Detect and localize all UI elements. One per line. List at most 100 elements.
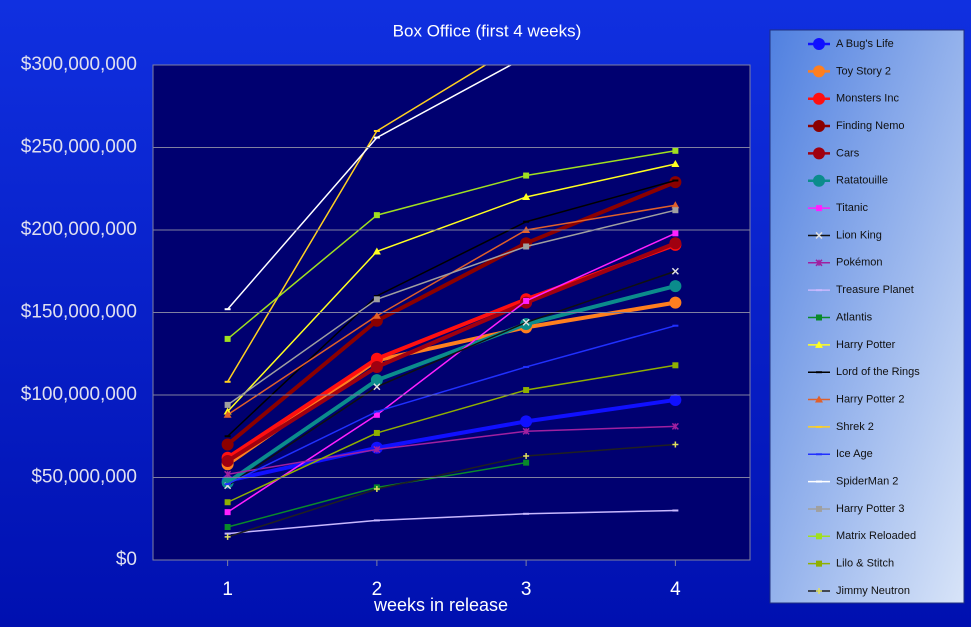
legend [769,29,965,604]
marker [815,259,823,267]
marker [816,314,822,321]
series-line [226,65,487,383]
marker [813,38,825,50]
marker [370,374,383,387]
legend-label: Finding Nemo [836,120,904,132]
marker [224,509,231,516]
y-tick-label: $300,000,000 [21,54,137,75]
marker [815,231,823,239]
series-line [227,163,676,413]
marker [373,411,380,418]
legend-label: Matrix Reloaded [836,530,916,542]
legend-label: Jimmy Neutron [836,585,910,597]
marker [373,383,381,391]
marker [523,453,530,460]
marker [523,243,530,250]
marker [224,470,232,478]
x-tick-label: 4 [670,579,681,600]
marker [221,438,234,451]
y-tick-label: $50,000,000 [31,467,137,488]
marker [373,486,380,493]
marker [522,427,530,435]
marker [816,205,822,212]
legend-label: Ratatouille [836,175,888,187]
marker [816,533,822,540]
series-line [227,509,676,535]
marker [221,476,234,489]
marker [224,499,231,506]
y-tick-label: $200,000,000 [21,219,137,240]
marker [671,160,680,167]
marker [372,311,381,319]
marker [813,174,825,187]
marker [816,560,822,567]
legend-label: Harry Potter 3 [836,503,904,515]
marker [813,120,825,133]
legend-label: Treasure Planet [836,284,914,296]
marker [224,401,231,408]
x-tick-label: 1 [222,579,233,600]
y-tick-label: $250,000,000 [21,137,137,158]
legend-label: Toy Story 2 [836,65,891,77]
series-line [227,232,676,513]
marker [671,267,679,275]
marker [520,415,533,428]
chart-title: Box Office (first 4 weeks) [393,21,582,40]
legend-label: Lilo & Stitch [836,558,894,570]
series-line [227,150,676,340]
marker [372,247,381,255]
series-line [227,65,513,310]
marker [669,176,682,189]
legend-label: Lion King [836,229,882,241]
marker [221,455,234,467]
legend-label: Monsters Inc [836,93,899,105]
series-line [227,443,676,538]
series-line [227,209,676,406]
marker [224,335,231,342]
series-line [226,284,676,485]
series-line [226,180,677,447]
x-tick-label: 2 [372,579,383,600]
legend-label: A Bug's Life [836,38,894,50]
y-tick-label: $100,000,000 [21,384,137,405]
y-tick-label: $0 [116,549,137,570]
y-tick-label: $150,000,000 [21,302,137,323]
marker [224,524,231,530]
marker [669,280,682,293]
marker [522,193,531,200]
marker [813,65,825,78]
marker [223,410,232,418]
legend-label: Harry Potter [836,339,896,351]
legend-label: Cars [836,147,860,159]
legend-label: Ice Age [836,448,873,460]
legend-label: Harry Potter 2 [836,393,904,405]
x-tick-label: 3 [521,579,532,600]
marker [373,429,380,436]
marker [671,201,680,209]
marker [370,360,383,373]
marker [373,445,381,453]
legend-label: SpiderMan 2 [836,476,898,488]
series-line [227,324,676,485]
marker [813,92,825,105]
legend-label: Pokémon [836,257,882,269]
marker [815,395,823,403]
series-line [227,364,676,503]
marker [370,352,383,365]
marker [224,533,231,540]
marker [672,230,679,237]
marker [672,207,679,214]
marker [373,212,380,219]
legend-label: Lord of the Rings [836,366,920,378]
marker [672,147,679,154]
marker [816,588,822,594]
marker [815,340,823,348]
series-line [226,241,677,463]
marker [523,172,530,179]
legend-label: Titanic [836,202,868,214]
marker [523,459,530,466]
marker [373,296,380,303]
series-line [227,270,676,487]
marker [669,237,682,250]
